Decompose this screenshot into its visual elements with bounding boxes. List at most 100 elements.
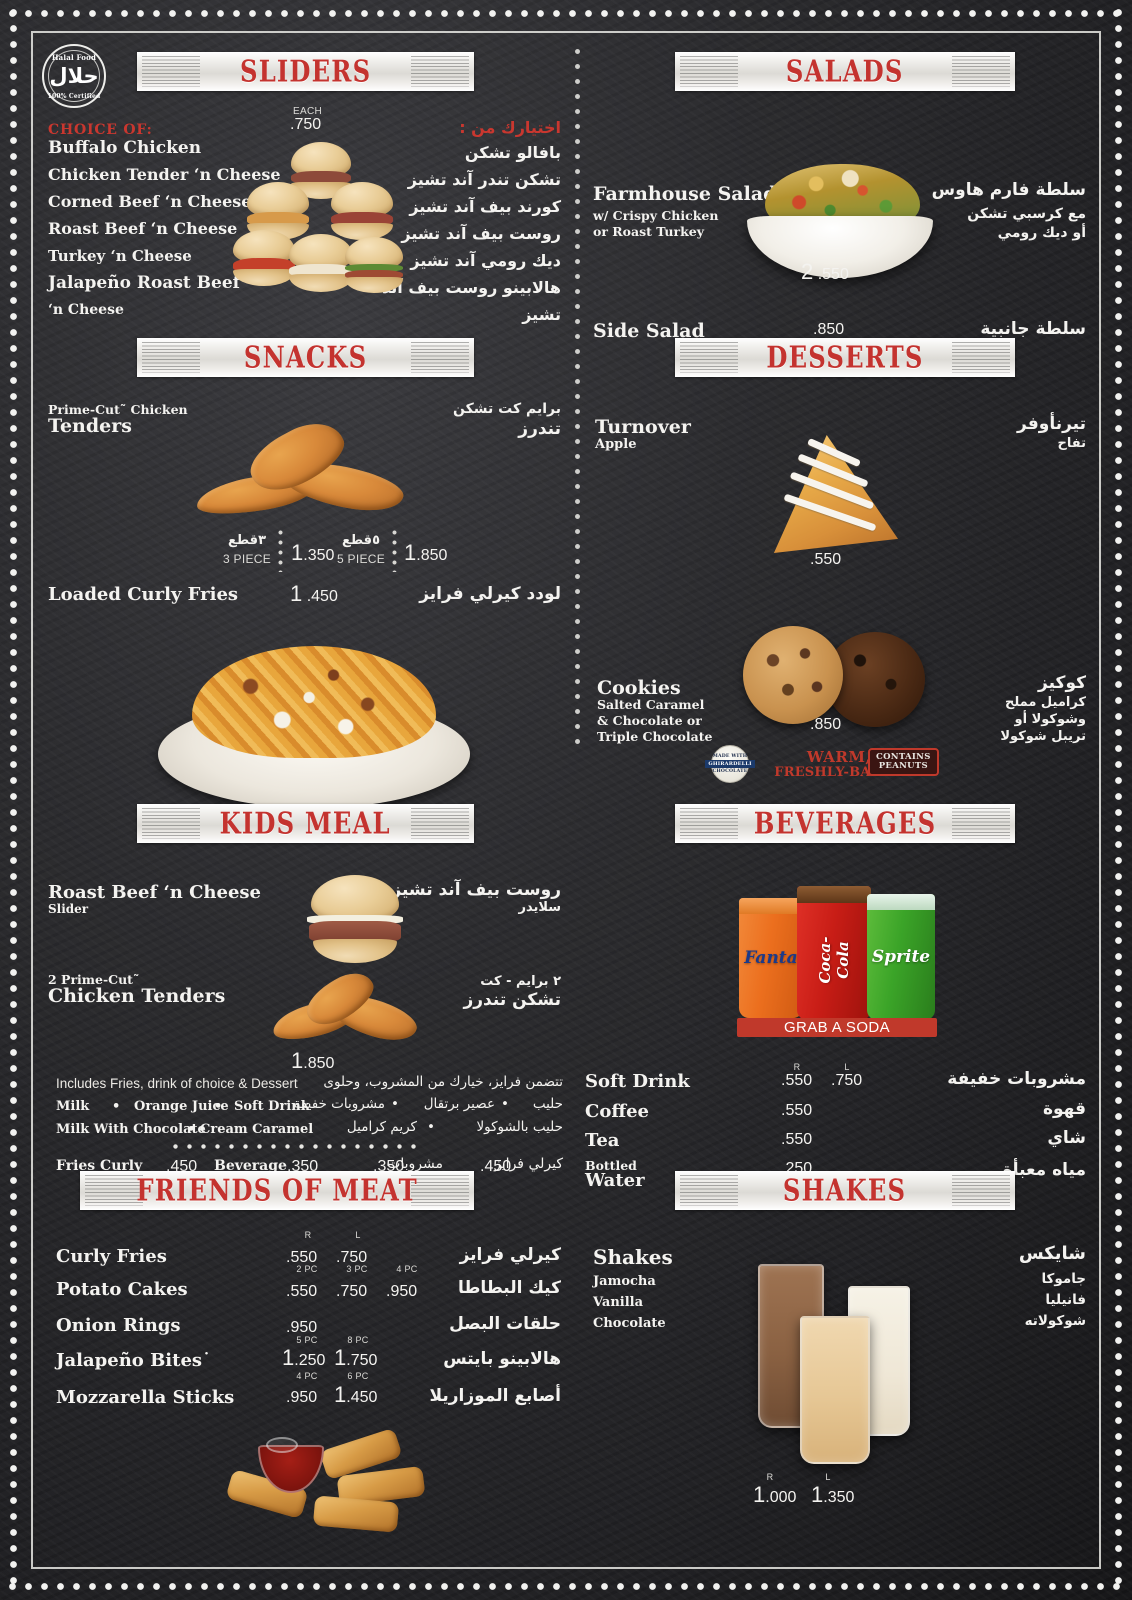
- v: .750: [336, 1283, 368, 1300]
- salad-1-price: .850: [813, 321, 844, 339]
- salad-1-price-small: .850: [813, 321, 845, 338]
- cookies-photo: [735, 616, 935, 736]
- slider-item-ar-2: كورند بيف آند تشيز: [409, 197, 561, 216]
- banner-text: KIDS MEAL: [219, 806, 392, 841]
- tenders-size-en-1: 5 PIECE: [336, 552, 386, 566]
- turnover-price-small: .550: [810, 551, 842, 568]
- sliders-choice-label-ar: اختيارك من :: [459, 118, 561, 137]
- salad-0-title-ar: سلطة فارم هاوس: [931, 180, 1086, 200]
- kids-drink-ar-4: كريم كراميل: [346, 1119, 417, 1135]
- kids-drink-ar-3: حليب بالشوكولا: [476, 1119, 563, 1135]
- peanut-line-1: CONTAINS: [876, 752, 931, 762]
- left-column: Halal Food حلال 100% Certified SLIDERS C…: [38, 38, 565, 1562]
- salad-0-price-small: .550: [817, 266, 849, 283]
- fom-item-4-en: Mozzarella Sticks: [56, 1387, 235, 1408]
- bev-item-0-en: Soft Drink: [585, 1071, 690, 1092]
- loaded-fries-price-big: 1: [290, 581, 303, 606]
- kids-item-1-subtitle-ar: ٢ برايم - كت: [480, 974, 561, 989]
- kids-item-0-title-ar: روست بيف آند تشيز: [391, 880, 561, 900]
- border-dots-left: [9, 8, 18, 1592]
- v: .550: [781, 1102, 813, 1119]
- banner-text: DESSERTS: [766, 340, 924, 375]
- v: 1: [334, 1382, 347, 1407]
- tenders-price-1: 1.850: [404, 540, 447, 566]
- ghirardelli-mid: GHIRARDELLI: [705, 760, 755, 768]
- kids-tenders-photo: [268, 963, 428, 1058]
- bev-item-3-subtitle-en: Bottled: [585, 1158, 637, 1173]
- coca-cola-cup-icon: Coca-Cola: [797, 886, 871, 1020]
- section-banner-sliders: SLIDERS: [137, 52, 474, 91]
- kids-addon-price-ar-0-value: .450: [480, 1158, 512, 1175]
- kids-addon-price-ar-0: .450: [480, 1158, 511, 1176]
- grab-a-soda-caption: GRAB A SODA: [737, 1018, 937, 1037]
- fom-item-2-en: Onion Rings: [56, 1315, 181, 1336]
- v: .550: [781, 1072, 813, 1089]
- kids-meal-price: 1.850: [291, 1048, 334, 1074]
- shakes-price-l-small: .350: [823, 1489, 855, 1506]
- slider-item-ar-3: روست بيف آند تشيز: [401, 224, 561, 243]
- tenders-dot-sep-1: [392, 530, 397, 572]
- sprite-cup-icon: Sprite: [867, 894, 935, 1020]
- section-banner-snacks: SNACKS: [137, 338, 474, 377]
- fom-item-1-price-1: .750: [336, 1276, 367, 1302]
- turnover-price: .550: [810, 551, 841, 569]
- fom-item-0-en: Curly Fries: [56, 1246, 167, 1267]
- kids-addon-en-1: Beverage: [214, 1158, 287, 1174]
- fom-item-1-size-1: 3 PC: [346, 1264, 368, 1274]
- slider-item-ar-6: تشيز: [522, 305, 561, 324]
- kids-drink-ar-sep-a: •: [501, 1096, 509, 1112]
- slider-item-ar-1: تشكن تندر آند تشيز: [407, 170, 561, 189]
- tenders-subtitle-ar: برايم كت تشكن: [453, 401, 561, 417]
- section-banner-desserts: DESSERTS: [675, 338, 1015, 377]
- kids-addon-price-ar-1: .350: [373, 1158, 404, 1176]
- sliders-choice-label-en: CHOICE OF:: [48, 122, 153, 138]
- bev-item-0-price-r: .550: [781, 1072, 812, 1090]
- tenders-title-en: Tenders: [48, 415, 132, 437]
- kids-drink-sep-b: •: [214, 1099, 223, 1114]
- kids-item-0-subtitle-ar: سلايدر: [518, 900, 561, 915]
- fom-item-3-size-0: 5 PC: [296, 1335, 318, 1345]
- shakes-title-ar: شايكس: [1018, 1243, 1086, 1264]
- bev-item-1-price-r: .550: [781, 1102, 812, 1120]
- salad-0-subtitle-ar: مع كرسبي تشكن أو ديك رومي: [967, 206, 1086, 241]
- tenders-price-0-small: .350: [303, 547, 335, 564]
- cookies-price-small: .850: [810, 716, 842, 733]
- kids-addon-ar-1: مشروبات: [387, 1156, 443, 1172]
- kids-item-0-title-en: Roast Beef ‘n Cheese: [48, 882, 261, 903]
- cookies-title-ar: كوكيز: [1038, 673, 1086, 693]
- banner-text: BEVERAGES: [753, 806, 937, 841]
- kids-item-1-title-en: Chicken Tenders: [48, 985, 226, 1007]
- bev-item-1-ar: قهوة: [1042, 1099, 1086, 1119]
- v: .450: [346, 1389, 378, 1406]
- fom-item-4-size-1: 6 PC: [347, 1371, 369, 1381]
- kids-addon-price-1-value: .350: [287, 1158, 319, 1175]
- halal-top-text: Halal Food: [51, 53, 97, 62]
- kids-includes-en: Includes Fries, drink of choice & Desser…: [56, 1076, 298, 1091]
- kids-drink-ar-0: حليب: [532, 1096, 563, 1112]
- slider-item-en-1: Chicken Tender ‘n Cheese: [48, 165, 281, 184]
- shake-flavor-ar-1: فانيليا: [1045, 1292, 1086, 1308]
- kids-dot-divider: [173, 1144, 421, 1149]
- fom-item-4-price-0: .950: [286, 1382, 317, 1408]
- cookies-subtitle-ar: كراميل مملح وشوكولا أو تريبل شوكولا: [1000, 695, 1086, 745]
- fom-item-1-en: Potato Cakes: [56, 1279, 188, 1300]
- tenders-price-0-big: 1: [291, 540, 304, 565]
- section-banner-kids-meal: KIDS MEAL: [137, 804, 474, 843]
- fom-item-0-price-1: .750: [336, 1242, 367, 1268]
- kids-addon-price-0: .450: [166, 1158, 197, 1176]
- v: .950: [286, 1389, 318, 1406]
- bev-item-3-ar: مياه معبأة: [1002, 1160, 1086, 1180]
- bev-item-0-ar: مشروبات خفيفة: [947, 1069, 1086, 1089]
- v: .750: [346, 1352, 378, 1369]
- kids-addon-price-ar-1-value: .350: [373, 1158, 405, 1175]
- section-banner-friends-of-meat: FRIENDS OF MEAT: [80, 1171, 474, 1210]
- banner-text: SLIDERS: [239, 54, 372, 89]
- v: .950: [386, 1283, 418, 1300]
- bev-item-3-en: Water: [585, 1170, 645, 1191]
- fom-item-3-price-1: 1.750: [334, 1345, 377, 1371]
- warm-line-1: WARM,: [806, 748, 872, 766]
- sliders-each-label: EACH: [293, 106, 322, 117]
- shake-flavor-ar-0: جاموكا: [1041, 1271, 1086, 1287]
- shakes-price-l: 1.350: [811, 1482, 854, 1508]
- border-dots-bottom: [8, 1582, 1124, 1591]
